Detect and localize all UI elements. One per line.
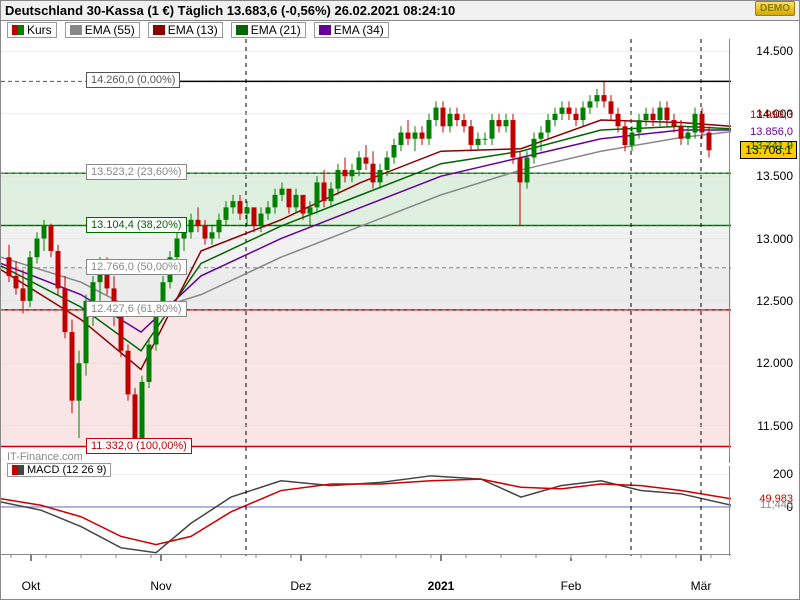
yaxis-tick-label: 14.500 — [756, 44, 793, 58]
yaxis-tick-label: 13.000 — [756, 232, 793, 246]
legend-ema21: EMA (21) — [231, 22, 306, 38]
ema34-swatch — [319, 25, 331, 35]
macd-legend-row: MACD (12 26 9) — [7, 463, 111, 477]
chart-header: Deutschland 30-Kassa (1 €) Täglich 13.68… — [1, 1, 799, 21]
ema21-swatch — [236, 25, 248, 35]
fib-label: 13.523,2 (23,60%) — [86, 164, 187, 180]
yaxis-tick-label: 12.000 — [756, 356, 793, 370]
yaxis-tick-label: 11.500 — [757, 419, 793, 433]
main-chart[interactable]: 14.260,0 (0,00%) 13.523,2 (23,60%) 13.104,… — [1, 39, 731, 463]
fib-label: 12.766,0 (50,00%) — [86, 259, 187, 275]
legend-row: Kurs EMA (55) EMA (13) EMA (21) EMA (34) — [1, 21, 799, 39]
macd-current-label: 11,440 — [760, 499, 793, 511]
macd-chart[interactable] — [1, 466, 731, 556]
side-price-label: 13.856,0 — [750, 126, 793, 138]
fib-label: 13.104,4 (38,20%) — [86, 217, 187, 233]
legend-macd: MACD (12 26 9) — [7, 463, 111, 477]
side-price-label: 13.993,3 — [750, 109, 793, 121]
yaxis-tick-label: 13.500 — [756, 169, 793, 183]
xaxis: Okt Nov Dez 2021 Feb Mär — [1, 554, 731, 599]
fib-label: 11.332,0 (100,00%) — [86, 438, 192, 454]
yaxis-tick-label: 12.500 — [756, 294, 793, 308]
xaxis-tick-label: Feb — [561, 579, 582, 593]
demo-badge: DEMO — [755, 1, 795, 16]
xaxis-tick-label: Dez — [290, 579, 311, 593]
xaxis-tick-label: Mär — [691, 579, 712, 593]
yaxis-macd: 020049,98311,440 — [729, 466, 799, 556]
legend-ema55: EMA (55) — [65, 22, 140, 38]
macd-swatch — [12, 465, 24, 475]
fib-label: 12.427,6 (61,80%) — [86, 301, 187, 317]
side-price-label: 13.741,9 — [750, 140, 793, 152]
legend-ema34: EMA (34) — [314, 22, 389, 38]
yaxis-main: 11.50012.00012.50013.00013.50014.00014.5… — [729, 39, 799, 463]
xaxis-tick-label: 2021 — [428, 579, 455, 593]
legend-ema13: EMA (13) — [148, 22, 223, 38]
ema55-swatch — [70, 25, 82, 35]
chart-title: Deutschland 30-Kassa (1 €) Täglich 13.68… — [5, 3, 455, 18]
kurs-swatch — [12, 25, 24, 35]
xaxis-tick-label: Nov — [150, 579, 171, 593]
xaxis-tick-label: Okt — [22, 579, 41, 593]
fib-label: 14.260,0 (0,00%) — [86, 72, 180, 88]
ema13-swatch — [153, 25, 165, 35]
legend-kurs: Kurs — [7, 22, 57, 38]
macd-ytick: 200 — [773, 467, 793, 481]
watermark: IT-Finance.com — [7, 451, 83, 463]
